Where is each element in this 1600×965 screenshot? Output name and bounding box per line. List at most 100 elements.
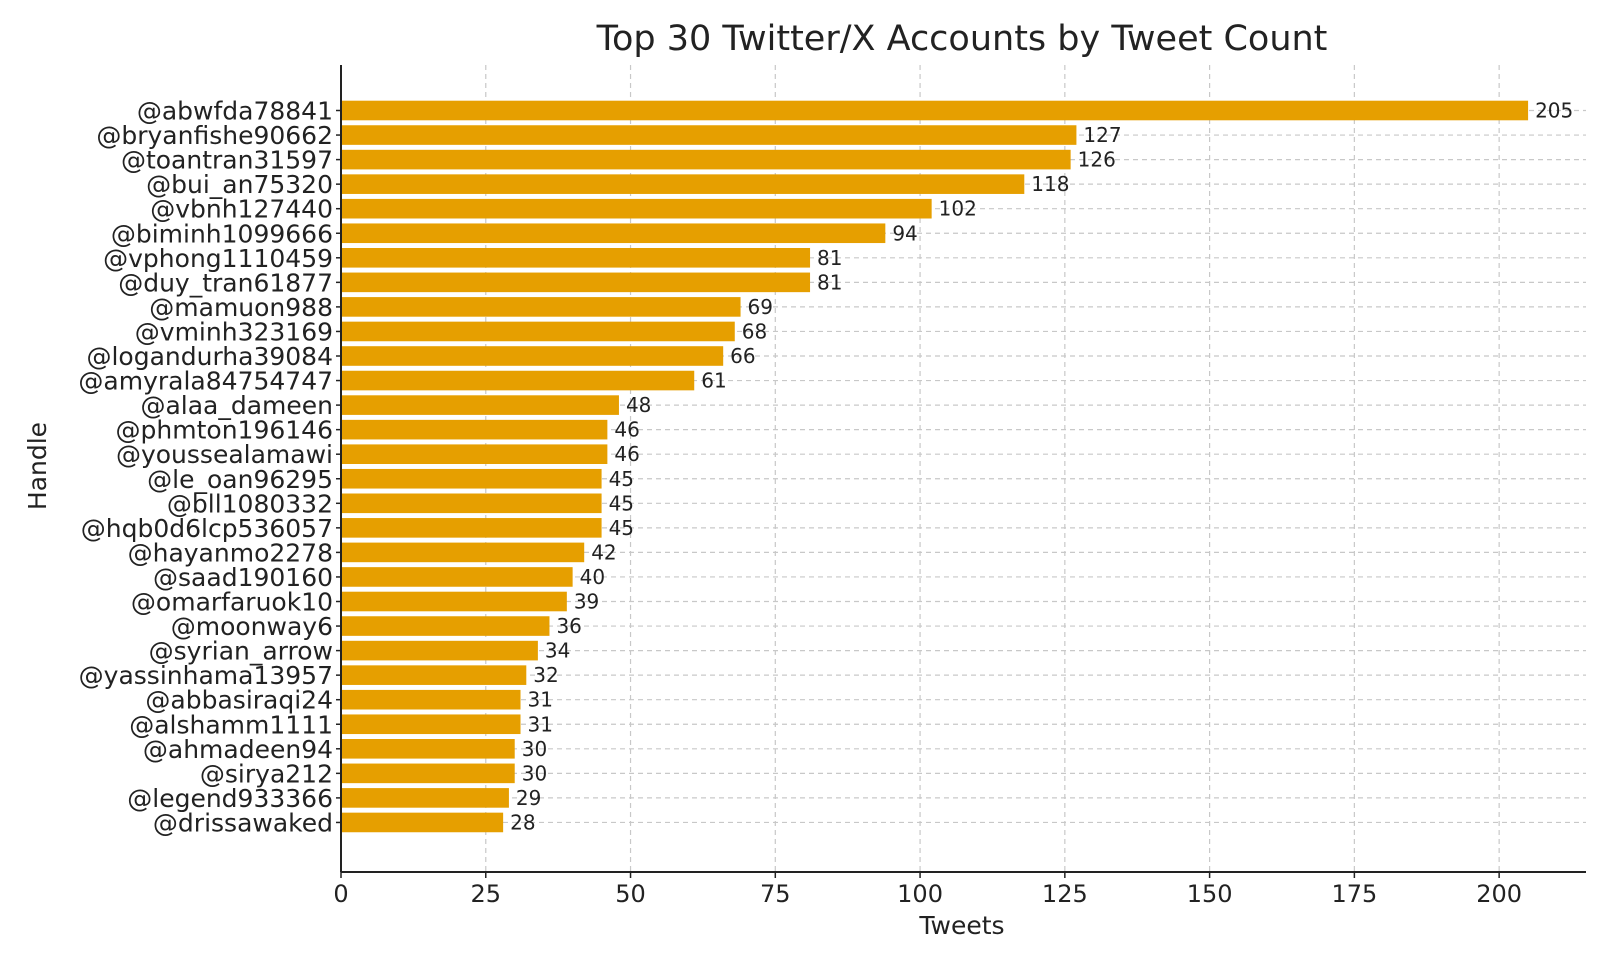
data-label: 102 — [939, 197, 977, 221]
x-tick-labels: 0 25 50 75 100 125 150 175 200 — [333, 872, 1522, 908]
data-label: 61 — [701, 369, 726, 393]
bar — [341, 272, 811, 293]
y-tick-label: @abbasiraqi24 — [145, 686, 333, 715]
bar — [341, 518, 602, 538]
y-tick-label: @vminh323169 — [135, 317, 333, 346]
data-label: 32 — [533, 663, 558, 687]
y-tick-label: @syrian_arrow — [149, 637, 333, 666]
bar — [341, 174, 1025, 194]
data-label: 46 — [614, 418, 639, 442]
bar — [341, 493, 602, 514]
y-axis-title: Handle — [23, 422, 52, 510]
y-tick-label: @vphong1110459 — [103, 244, 333, 273]
bar — [341, 198, 932, 219]
bars — [341, 100, 1529, 833]
bar — [341, 370, 695, 391]
data-label: 39 — [574, 590, 599, 614]
bar — [341, 763, 515, 784]
data-label: 81 — [817, 270, 842, 294]
y-tick-label: @vbnh127440 — [150, 195, 333, 224]
data-label: 40 — [580, 565, 605, 589]
bar — [341, 788, 509, 808]
y-tick-label: @ahmadeen94 — [143, 735, 333, 764]
y-tick-label: @youssealamawi — [116, 440, 333, 469]
y-tick-label: @saad190160 — [153, 563, 333, 592]
data-label: 34 — [545, 639, 570, 663]
y-tick-label: @alaa_dameen — [140, 391, 333, 420]
data-label: 66 — [730, 344, 755, 368]
y-tick-label: @duy_tran61877 — [118, 268, 333, 297]
chart-title: Top 30 Twitter/X Accounts by Tweet Count — [596, 19, 1328, 59]
data-label: 127 — [1083, 123, 1121, 147]
y-tick-label: @legend933366 — [127, 784, 333, 813]
bar — [341, 248, 811, 268]
bar — [341, 567, 573, 587]
y-tick-label: @toantran31597 — [121, 146, 333, 175]
bar — [341, 542, 585, 563]
y-tick-label: @moonway6 — [171, 612, 333, 641]
bar — [341, 665, 527, 685]
x-tick-label: 100 — [897, 880, 943, 908]
y-tick-label: @logandurha39084 — [86, 342, 333, 371]
data-label: 69 — [748, 295, 773, 319]
data-label: 45 — [609, 467, 634, 491]
bar — [341, 739, 515, 759]
data-label: 81 — [817, 246, 842, 270]
data-label: 42 — [591, 540, 616, 564]
x-tick-label: 25 — [470, 880, 501, 908]
x-tick-label: 175 — [1331, 880, 1377, 908]
y-tick-label: @bll1080332 — [167, 489, 333, 518]
data-label: 31 — [528, 688, 553, 712]
bar — [341, 419, 608, 440]
data-label: 29 — [516, 786, 541, 810]
y-tick-label: @abwfda78841 — [137, 97, 333, 126]
y-tick-label: @sirya212 — [200, 759, 333, 788]
x-axis-title: Tweets — [918, 911, 1004, 940]
bar — [341, 223, 886, 244]
data-label: 126 — [1078, 148, 1116, 172]
y-tick-label: @mamuon988 — [149, 293, 333, 322]
bar — [341, 395, 619, 415]
bar — [341, 125, 1077, 145]
x-tick-label: 200 — [1476, 880, 1522, 908]
data-label: 68 — [742, 319, 767, 343]
bar — [341, 714, 521, 735]
y-tick-label: @hayanmo2278 — [128, 538, 333, 567]
axes — [340, 65, 1586, 873]
bar — [341, 444, 608, 464]
bar — [341, 149, 1071, 170]
bar — [341, 689, 521, 710]
data-label: 46 — [614, 442, 639, 466]
y-tick-label: @bui_an75320 — [146, 170, 333, 199]
y-tick-label: @hqb0d6lcp536057 — [81, 514, 333, 543]
y-tick-label: @biminh1099666 — [111, 219, 333, 248]
bar — [341, 346, 724, 366]
y-tick-label: @omarfaruok10 — [131, 588, 333, 617]
bar — [341, 591, 567, 612]
bar — [341, 616, 550, 636]
data-label: 45 — [609, 491, 634, 515]
bar — [341, 100, 1529, 121]
y-tick-label: @bryanfishe90662 — [96, 121, 333, 150]
x-tick-label: 0 — [333, 880, 348, 908]
y-tick-label: @yassinhama13957 — [79, 661, 333, 690]
y-tick-labels: @abwfda78841@bryanfishe90662@toantran315… — [78, 97, 341, 837]
data-label: 94 — [892, 221, 917, 245]
y-tick-label: @le_oan96295 — [147, 465, 333, 494]
data-label: 31 — [528, 712, 553, 736]
data-label: 45 — [609, 516, 634, 540]
x-tick-label: 75 — [760, 880, 791, 908]
data-labels: 2051271261181029481816968666148464645454… — [510, 99, 1573, 835]
data-label: 48 — [626, 393, 651, 417]
data-label: 36 — [556, 614, 581, 638]
x-tick-label: 125 — [1042, 880, 1088, 908]
y-tick-label: @amyrala84754747 — [78, 367, 333, 396]
bar — [341, 812, 504, 833]
data-label: 30 — [522, 737, 547, 761]
x-tick-label: 150 — [1187, 880, 1233, 908]
y-tick-label: @phmton196146 — [116, 416, 333, 445]
y-tick-label: @alshamm1111 — [129, 710, 333, 739]
y-tick-label: @drissawaked — [153, 808, 333, 837]
